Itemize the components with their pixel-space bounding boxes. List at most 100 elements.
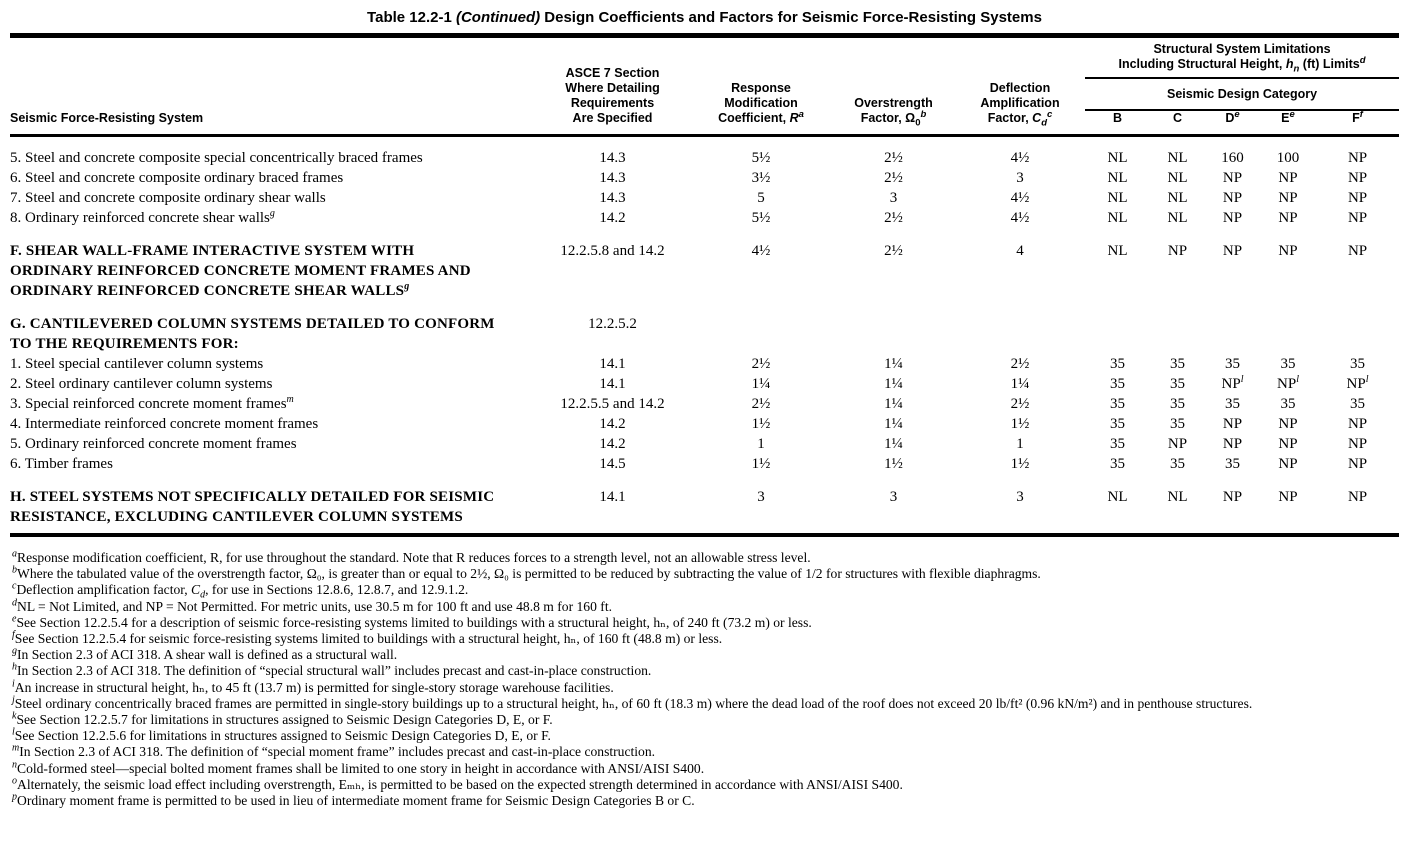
cell-e: NP [1278, 210, 1298, 226]
cell-r: 2½ [751, 356, 771, 372]
table-row: 5. Ordinary reinforced concrete moment f… [10, 434, 1399, 454]
cell-b [1085, 301, 1150, 354]
col-header-category-d: De [1225, 108, 1240, 125]
cell-f: NP [1347, 436, 1368, 452]
cell-cd: 3 [1016, 489, 1024, 505]
cell-omega: 3 [889, 489, 898, 505]
col-header-category-f: Ff [1352, 108, 1363, 125]
cell-system: 2. Steel ordinary cantilever column syst… [10, 376, 273, 392]
cell-r [690, 301, 832, 354]
cell-c: NL [1167, 150, 1188, 166]
footnote-e: eSee Section 12.2.5.4 for a description … [12, 613, 812, 630]
cell-cd: 1½ [1010, 416, 1030, 432]
cell-f: NP [1347, 243, 1368, 259]
cell-c: NL [1167, 489, 1188, 505]
cell-r: 5 [757, 190, 765, 206]
col-header-category-c: C [1172, 111, 1183, 125]
table-row: 6. Steel and concrete composite ordinary… [10, 168, 1399, 188]
cell-f: NP [1347, 489, 1368, 505]
cell-b: NL [1107, 210, 1128, 226]
table-row: 5. Steel and concrete composite special … [10, 136, 1399, 169]
cell-omega: 1¼ [884, 396, 903, 412]
cell-system: 5. Ordinary reinforced concrete moment f… [10, 436, 297, 452]
cell-d: NP [1222, 190, 1243, 206]
cell-c: NL [1167, 190, 1188, 206]
cell-omega: 1¼ [884, 376, 903, 392]
cell-c: 35 [1170, 376, 1185, 392]
cell-asce: 14.1 [599, 489, 626, 505]
footnote-p: pOrdinary moment frame is permitted to b… [12, 791, 695, 809]
cell-omega: 2½ [884, 210, 903, 226]
footnote-c: cDeflection amplification factor, Cd, fo… [12, 580, 469, 602]
cell-asce: 14.2 [599, 436, 626, 452]
footnote-a: aResponse modification coefficient, R, f… [12, 548, 811, 565]
bottom-rule [10, 533, 1399, 537]
cell-cd: 1 [1016, 436, 1024, 452]
cell-f: NPl [1346, 374, 1369, 393]
cell-b: 35 [1110, 376, 1125, 392]
cell-cd: 4½ [1010, 150, 1030, 166]
cell-b: 35 [1110, 436, 1125, 452]
cell-e [1260, 301, 1316, 354]
cell-asce: 14.2 [599, 416, 626, 432]
cell-b: NL [1107, 190, 1128, 206]
cell-c: 35 [1170, 456, 1185, 472]
cell-cd: 4½ [1010, 210, 1030, 226]
cell-d: 35 [1225, 356, 1240, 372]
cell-f: NP [1347, 190, 1368, 206]
table-body: 5. Steel and concrete composite special … [10, 136, 1399, 528]
table-row: 8. Ordinary reinforced concrete shear wa… [10, 208, 1399, 228]
cell-system: G. CANTILEVERED COLUMN SYSTEMS DETAILED … [10, 316, 495, 352]
table-header: Seismic Force-Resisting System ASCE 7 Se… [10, 38, 1400, 136]
cell-d: NP [1222, 436, 1243, 452]
footnote-m: mIn Section 2.3 of ACI 318. The definiti… [12, 742, 656, 760]
table-row: 2. Steel ordinary cantilever column syst… [10, 374, 1399, 394]
cell-omega: 1¼ [884, 356, 903, 372]
cell-omega: 1½ [884, 456, 903, 472]
cell-d: NP [1222, 243, 1243, 259]
cell-r: 1 [757, 436, 765, 452]
footnote-n: nCold-formed steel—special bolted moment… [12, 759, 705, 776]
footnotes: aResponse modification coefficient, R, f… [10, 537, 1399, 809]
header-row-3: B C De Ee Ff [10, 110, 1399, 136]
cell-system: 6. Steel and concrete composite ordinary… [10, 170, 344, 186]
table-title-text: Design Coefficients and Factors for Seis… [540, 9, 1042, 26]
table-row-section-g: G. CANTILEVERED COLUMN SYSTEMS DETAILED … [10, 301, 1399, 354]
cell-d: NP [1222, 489, 1243, 505]
cell-d [1205, 301, 1260, 354]
cell-omega: 2½ [884, 170, 903, 186]
cell-c [1150, 301, 1205, 354]
header-row-1: Seismic Force-Resisting System ASCE 7 Se… [10, 38, 1400, 128]
cell-d: NP [1222, 416, 1243, 432]
cell-cd: 3 [1016, 170, 1024, 186]
cell-f: NP [1347, 170, 1368, 186]
cell-d: 35 [1225, 396, 1240, 412]
cell-asce: 14.2 [599, 210, 626, 226]
cell-c: NL [1167, 170, 1188, 186]
cell-r: 4½ [751, 243, 771, 259]
cell-asce: 14.3 [599, 190, 626, 206]
header-row-2: Seismic Design Category [10, 78, 1400, 111]
cell-asce: 14.3 [599, 170, 626, 186]
cell-cd [955, 301, 1085, 354]
col-header-seismic-design-category: Seismic Design Category [1085, 78, 1400, 111]
cell-omega [832, 301, 955, 354]
cell-e: NP [1278, 243, 1298, 259]
cell-b: NL [1107, 489, 1128, 505]
cell-system: 8. Ordinary reinforced concrete shear wa… [10, 208, 275, 227]
cell-e: 35 [1280, 396, 1296, 412]
cell-e: NP [1278, 456, 1298, 472]
cell-d: 160 [1221, 150, 1244, 166]
col-header-asce-section: ASCE 7 Section Where Detailing Requireme… [565, 66, 660, 125]
cell-d: NPl [1221, 374, 1244, 393]
col-header-system: Seismic Force-Resisting System [10, 111, 204, 125]
footnote-h: hIn Section 2.3 of ACI 318. The definiti… [12, 661, 652, 679]
table-title: Table 12.2-1 (Continued) Design Coeffici… [10, 6, 1399, 33]
footnote-d: dNL = Not Limited, and NP = Not Permitte… [12, 597, 613, 614]
cell-f: NP [1347, 150, 1368, 166]
cell-b: 35 [1110, 356, 1125, 372]
col-header-category-e: Ee [1281, 108, 1295, 125]
footnote-k: kSee Section 12.2.5.7 for limitations in… [12, 710, 553, 728]
cell-c: NL [1167, 210, 1188, 226]
cell-e: NP [1278, 436, 1298, 452]
